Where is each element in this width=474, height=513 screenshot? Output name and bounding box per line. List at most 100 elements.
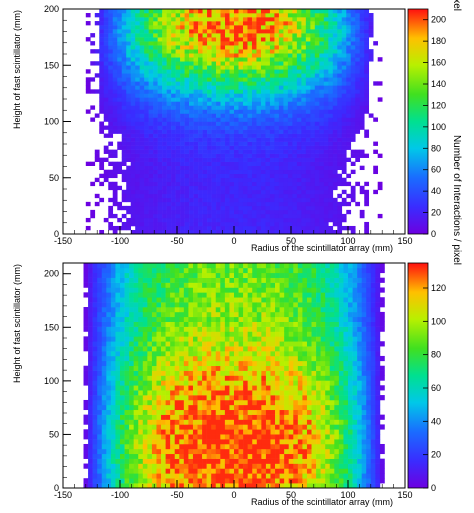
heatmap-cell — [211, 478, 217, 484]
heatmap-cell — [292, 133, 298, 138]
heatmap-cell — [216, 101, 221, 106]
heatmap-cell — [117, 93, 123, 98]
heatmap-cell — [138, 478, 144, 484]
heatmap-cell — [126, 53, 132, 58]
heatmap-cell — [202, 409, 207, 415]
heatmap-cell — [110, 380, 116, 386]
heatmap-cell — [166, 133, 172, 138]
heatmap-cell — [112, 153, 118, 158]
heatmap-cell — [328, 41, 334, 46]
heatmap-cell — [153, 153, 158, 158]
heatmap-cell — [234, 360, 239, 367]
heatmap-cell — [153, 129, 158, 134]
heatmap-cell — [197, 360, 203, 367]
heatmap-cell — [242, 25, 248, 30]
heatmap-cell — [283, 169, 289, 175]
heatmap-cell — [198, 53, 203, 58]
heatmap-cell — [287, 165, 293, 171]
heatmap-cell — [144, 205, 149, 211]
heatmap-cell — [115, 307, 121, 313]
heatmap-cell — [198, 81, 203, 86]
heatmap-cell — [256, 33, 262, 38]
heatmap-cell — [197, 448, 203, 455]
heatmap-cell — [238, 177, 244, 183]
heatmap-cell — [165, 424, 171, 430]
heatmap-cell — [337, 25, 343, 30]
heatmap-cell — [171, 85, 176, 90]
heatmap-cell — [274, 57, 280, 62]
heatmap-cell — [180, 9, 185, 14]
heatmap-cell — [278, 97, 284, 102]
heatmap-cell — [112, 53, 118, 58]
heatmap-cell — [166, 193, 172, 199]
heatmap-cell — [112, 229, 118, 235]
heatmap-cell — [138, 272, 144, 278]
heatmap-cell — [115, 468, 121, 474]
heatmap-cell — [364, 73, 370, 78]
heatmap-cell — [170, 375, 176, 381]
heatmap-cell — [328, 9, 334, 14]
heatmap-cell — [175, 133, 181, 138]
heatmap-cell — [171, 53, 176, 58]
heatmap-cell — [135, 61, 140, 66]
heatmap-cell — [234, 473, 239, 479]
heatmap-cell — [161, 331, 166, 337]
heatmap-cell — [301, 9, 307, 14]
heatmap-cell — [188, 473, 194, 479]
heatmap-cell — [341, 117, 347, 122]
heatmap-cell — [138, 292, 144, 298]
heatmap-cell — [115, 326, 121, 332]
heatmap-cell — [101, 478, 107, 484]
heatmap-cell — [193, 121, 199, 126]
heatmap-cell — [108, 73, 114, 78]
heatmap-cell — [251, 101, 257, 106]
heatmap-cell — [202, 37, 208, 42]
heatmap-cell — [115, 365, 121, 371]
heatmap-cell — [124, 307, 130, 313]
heatmap-cell — [292, 25, 298, 30]
heatmap-cell — [124, 321, 130, 327]
heatmap-cell — [184, 165, 190, 171]
heatmap-cell — [296, 189, 302, 195]
heatmap-cell — [180, 25, 185, 30]
heatmap-cell — [189, 209, 194, 215]
heatmap-cell — [247, 478, 253, 484]
heatmap-cell — [85, 201, 91, 207]
heatmap-cell — [188, 419, 194, 425]
heatmap-cell — [242, 189, 248, 195]
heatmap-cell — [165, 321, 171, 327]
heatmap-cell — [319, 73, 325, 78]
heatmap-cell — [162, 153, 167, 158]
heatmap-cell — [157, 165, 163, 171]
heatmap-cell — [265, 201, 271, 207]
heatmap-cell — [229, 453, 235, 459]
heatmap-cell — [153, 157, 158, 162]
heatmap-cell — [144, 13, 149, 18]
heatmap-cell — [153, 201, 158, 207]
heatmap-cell — [251, 149, 257, 154]
heatmap-cell — [112, 121, 118, 126]
heatmap-cell — [265, 157, 271, 162]
heatmap-cell — [247, 161, 253, 166]
heatmap-cell — [238, 37, 244, 42]
heatmap-cell — [130, 73, 136, 78]
heatmap-cell — [144, 57, 149, 62]
heatmap-cell — [144, 193, 149, 199]
heatmap-cell — [215, 448, 221, 455]
heatmap-cell — [120, 282, 125, 288]
heatmap-cell — [332, 205, 338, 211]
heatmap-cell — [332, 21, 338, 26]
heatmap-cell — [346, 25, 352, 30]
heatmap-cell — [256, 81, 262, 86]
heatmap-cell — [174, 424, 180, 430]
heatmap-cell — [359, 85, 365, 90]
heatmap-cell — [269, 201, 275, 207]
heatmap-cell — [229, 404, 235, 411]
heatmap-cell — [180, 173, 185, 179]
heatmap-cell — [135, 25, 140, 30]
heatmap-cell — [202, 399, 207, 406]
heatmap-cell — [198, 229, 203, 235]
heatmap-cell — [346, 209, 352, 215]
heatmap-cell — [97, 395, 103, 401]
heatmap-cell — [174, 414, 180, 420]
